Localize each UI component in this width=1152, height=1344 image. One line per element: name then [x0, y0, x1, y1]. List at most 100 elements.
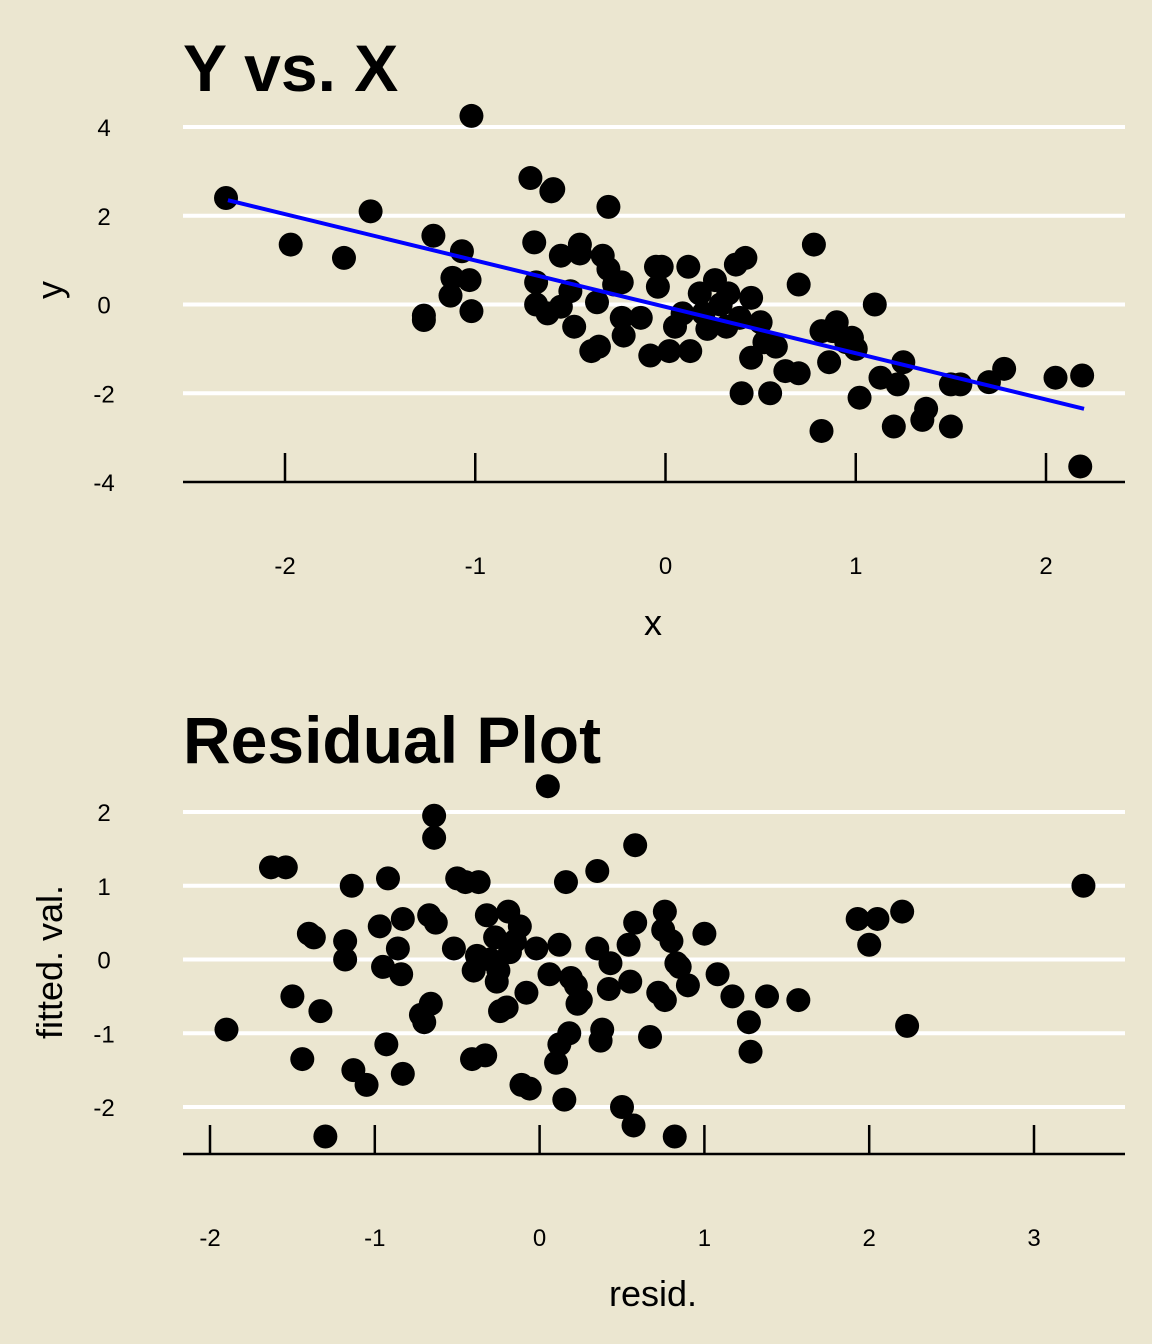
- data-point: [598, 951, 623, 976]
- data-point: [609, 270, 634, 295]
- data-point: [214, 1017, 239, 1042]
- data-point: [914, 396, 939, 421]
- y-tick-label: 1: [97, 874, 110, 901]
- y-tick-label: 4: [97, 115, 110, 142]
- data-point: [517, 1076, 542, 1101]
- data-point: [541, 177, 566, 202]
- data-point: [278, 232, 303, 257]
- data-point: [843, 336, 868, 361]
- data-point: [609, 305, 634, 330]
- data-point: [459, 103, 484, 128]
- data-point: [652, 988, 677, 1013]
- data-point: [422, 825, 447, 850]
- data-point: [881, 414, 906, 439]
- data-point: [422, 803, 447, 828]
- data-point: [659, 929, 684, 954]
- data-point: [611, 323, 636, 348]
- x-axis-label: x: [644, 602, 662, 643]
- data-point: [535, 774, 560, 799]
- x-tick-label: -2: [199, 1225, 220, 1252]
- data-point: [331, 245, 356, 270]
- data-point: [616, 932, 641, 957]
- data-point: [716, 281, 741, 306]
- data-point: [522, 230, 547, 255]
- data-point: [548, 243, 573, 268]
- x-tick-label: -2: [274, 553, 295, 580]
- data-point: [466, 870, 491, 895]
- data-point: [390, 1061, 415, 1086]
- data-point: [628, 305, 653, 330]
- regression-line: [227, 198, 1085, 411]
- y-tick-label: -2: [93, 1095, 114, 1122]
- data-point: [992, 356, 1017, 381]
- y-tick-label: 2: [97, 204, 110, 231]
- data-point: [507, 914, 532, 939]
- y-tick-label: -4: [93, 470, 114, 497]
- data-point: [729, 381, 754, 406]
- data-point: [553, 870, 578, 895]
- data-point: [290, 1047, 315, 1072]
- data-point: [371, 954, 396, 979]
- chart-title: Y vs. X: [183, 31, 398, 105]
- data-point: [389, 962, 414, 987]
- data-point: [385, 936, 410, 961]
- data-point: [1071, 873, 1096, 898]
- data-point: [421, 223, 446, 248]
- data-point: [423, 910, 448, 935]
- data-point: [667, 954, 692, 979]
- data-point: [845, 906, 870, 931]
- data-point: [596, 194, 621, 219]
- data-point: [214, 186, 239, 210]
- data-point: [280, 984, 305, 1009]
- data-point: [824, 310, 849, 335]
- y-tick-label: 0: [97, 948, 110, 975]
- x-tick-label: -1: [465, 553, 486, 580]
- data-point: [763, 334, 788, 359]
- data-point: [645, 274, 670, 299]
- data-point: [367, 914, 392, 939]
- x-tick-label: -1: [364, 1225, 385, 1252]
- data-point: [1043, 365, 1068, 390]
- data-point: [938, 414, 963, 439]
- data-point: [736, 1010, 761, 1035]
- data-point: [623, 833, 648, 858]
- data-point: [585, 290, 610, 315]
- data-point: [652, 899, 677, 924]
- y-tick-label: -2: [93, 381, 114, 408]
- data-point: [514, 980, 539, 1005]
- data-point: [473, 1043, 498, 1068]
- data-point: [678, 339, 703, 364]
- data-point: [333, 947, 358, 972]
- data-point: [786, 272, 811, 297]
- data-point: [568, 988, 593, 1013]
- data-point: [610, 1095, 634, 1119]
- data-point: [486, 958, 511, 983]
- data-point: [339, 873, 364, 898]
- data-point: [459, 299, 484, 324]
- data-point: [374, 1032, 399, 1057]
- data-point: [786, 988, 811, 1013]
- x-tick-label: 3: [1027, 1225, 1040, 1252]
- data-point: [457, 268, 482, 293]
- x-tick-label: 1: [698, 1225, 711, 1252]
- data-point: [649, 254, 674, 279]
- data-point: [474, 903, 499, 928]
- data-point: [662, 1124, 687, 1149]
- data-point: [857, 932, 882, 957]
- data-point: [755, 984, 780, 1009]
- data-point: [621, 1113, 646, 1138]
- scatter-panel-y-vs-x: Y vs. X x y -4 -2 0 2 4 -2 -1 0 1 2: [29, 31, 1125, 643]
- data-point: [739, 285, 764, 310]
- data-point: [375, 866, 400, 891]
- y-tick-label: -1: [93, 1021, 114, 1048]
- data-point: [638, 343, 663, 368]
- y-axis-label: fitted. val.: [29, 885, 70, 1039]
- data-point: [676, 254, 701, 279]
- data-point: [705, 962, 730, 987]
- data-point: [308, 999, 333, 1024]
- data-point: [590, 1017, 615, 1042]
- data-point: [567, 232, 592, 257]
- y-tick-label: 0: [97, 293, 110, 320]
- data-point: [720, 984, 745, 1009]
